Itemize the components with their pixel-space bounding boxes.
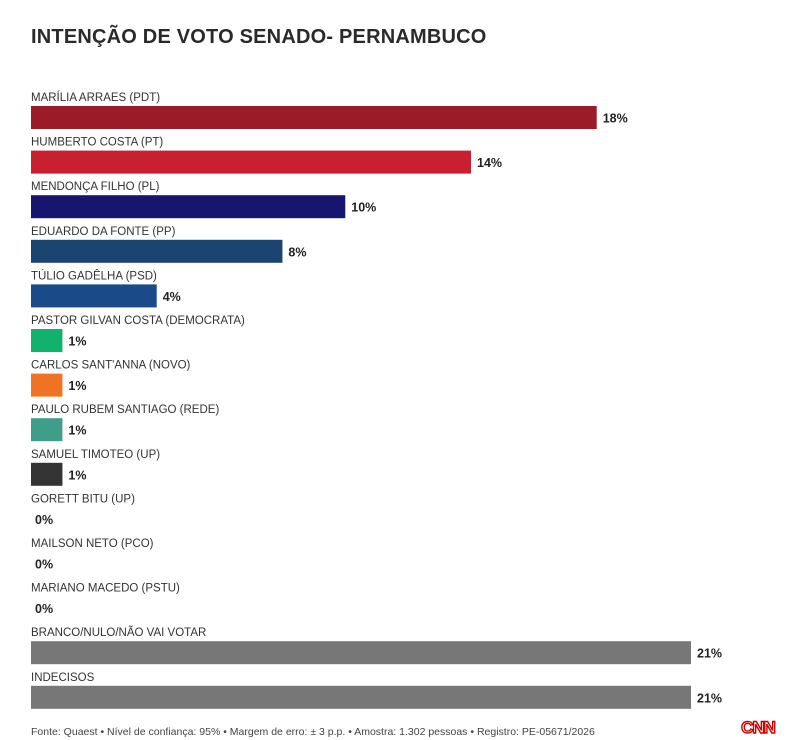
category-label: CARLOS SANT'ANNA (NOVO) [31, 360, 191, 372]
bar [31, 106, 597, 129]
category-label: MAILSON NETO (PCO) [31, 538, 154, 550]
value-label: 10% [351, 201, 376, 215]
value-label: 21% [697, 647, 722, 661]
bar [31, 284, 157, 308]
category-label: MENDONÇA FILHO (PL) [31, 181, 160, 193]
bar [31, 462, 63, 486]
bar [31, 195, 346, 219]
bar [31, 150, 471, 174]
category-label: INDECISOS [31, 672, 95, 684]
category-label: BRANCO/NULO/NÃO VAI VOTAR [31, 626, 206, 639]
bar [31, 685, 691, 709]
category-label: MARÍLIA ARRAES (PDT) [31, 91, 160, 104]
category-label: TÚLIO GADÊLHA (PSD) [31, 269, 157, 282]
value-label: 0% [35, 513, 53, 527]
category-label: MARIANO MACEDO (PSTU) [31, 583, 180, 595]
category-label: PASTOR GILVAN COSTA (DEMOCRATA) [31, 315, 245, 327]
bar [31, 329, 63, 352]
category-label: EDUARDO DA FONTE (PP) [31, 226, 176, 238]
value-label: 0% [35, 558, 53, 572]
value-label: 1% [68, 424, 86, 438]
value-label: 0% [35, 602, 53, 616]
value-label: 14% [477, 156, 502, 170]
category-label: HUMBERTO COSTA (PT) [31, 137, 163, 149]
bar-chart: MARÍLIA ARRAES (PDT) 18% HUMBERTO COSTA (P… [31, 91, 722, 709]
value-label: 18% [603, 112, 628, 126]
chart-title: INTENÇÃO DE VOTO SENADO- PERNAMBUCO [31, 26, 487, 48]
value-label: 1% [68, 335, 86, 349]
cnn-logo: CNN [740, 717, 777, 737]
bar [31, 373, 63, 397]
value-label: 8% [288, 245, 306, 259]
category-label: SAMUEL TIMOTEO (UP) [31, 449, 160, 461]
category-label: PAULO RUBEM SANTIAGO (REDE) [31, 404, 219, 416]
value-label: 4% [163, 290, 181, 304]
value-label: 1% [68, 468, 86, 482]
bar [31, 239, 283, 263]
source-footer: Fonte: Quaest • Nível de confiança: 95% … [31, 726, 595, 738]
value-label: 1% [68, 379, 86, 393]
value-label: 21% [697, 691, 722, 705]
svg-text:CNN: CNN [741, 718, 776, 737]
bar [31, 641, 691, 665]
category-label: GORETT BITU (UP) [31, 493, 135, 505]
bar [31, 418, 63, 442]
